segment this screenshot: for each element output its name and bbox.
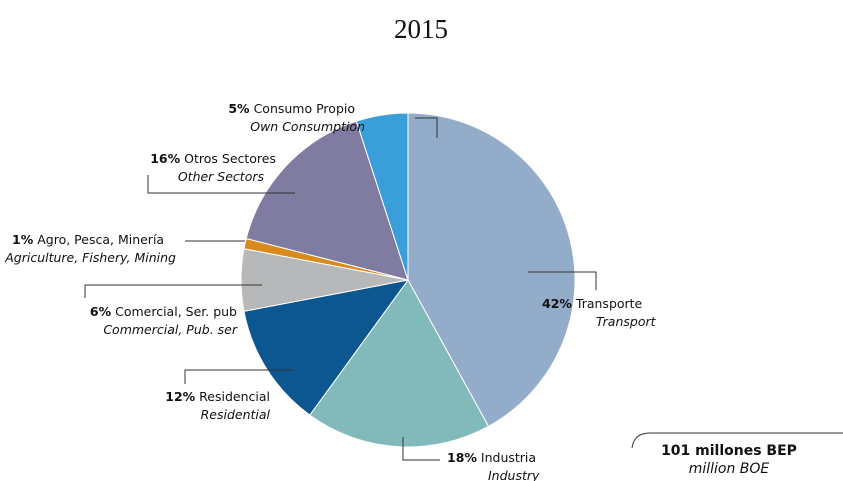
slice-percent: 16% xyxy=(150,151,180,166)
slice-subtitle: Agriculture, Fishery, Mining xyxy=(4,250,176,265)
leader-line xyxy=(184,369,293,384)
slice-percent: 42% xyxy=(542,296,572,311)
slice-label: 12% Residencial xyxy=(165,389,270,404)
annotation-subtitle: million BOE xyxy=(689,461,770,477)
pie-slice xyxy=(355,112,409,281)
leader-line xyxy=(528,271,597,290)
leader-line xyxy=(84,284,262,298)
slice-name: Agro, Pesca, Minería xyxy=(37,232,164,247)
slice-name: Transporte xyxy=(575,296,643,311)
slice-label: 1% Agro, Pesca, Minería xyxy=(12,232,164,247)
slice-label: 16% Otros Sectores xyxy=(150,151,276,166)
slice-percent: 12% xyxy=(165,389,195,404)
slice-name: Consumo Propio xyxy=(254,101,355,116)
chart-title: 2015 xyxy=(394,14,448,44)
leader-line xyxy=(402,437,440,461)
pie-slice xyxy=(407,112,576,428)
pie-slice xyxy=(245,120,409,281)
slice-name: Residencial xyxy=(199,389,270,404)
slice-subtitle: Own Consumption xyxy=(250,119,365,134)
slice-label: 18% Industria xyxy=(447,450,536,465)
slice-label: 5% Consumo Propio xyxy=(228,101,355,116)
pie-slice xyxy=(243,279,410,416)
slice-subtitle: Commercial, Pub. ser xyxy=(103,322,238,337)
slice-subtitle: Residential xyxy=(201,407,271,422)
annotation-frame xyxy=(631,432,843,449)
slice-name: Industria xyxy=(481,450,536,465)
slice-name: Otros Sectores xyxy=(184,151,276,166)
leader-line xyxy=(147,175,295,194)
slice-name: Comercial, Ser. pub xyxy=(115,304,237,319)
pie-slice xyxy=(309,279,490,448)
slice-percent: 5% xyxy=(228,101,250,116)
slice-percent: 6% xyxy=(90,304,112,319)
slice-subtitle: Other Sectors xyxy=(178,169,265,184)
slice-label: 6% Comercial, Ser. pub xyxy=(90,304,237,319)
slice-label: 42% Transporte xyxy=(542,296,643,311)
slice-subtitle: Industry xyxy=(488,468,540,481)
slice-percent: 18% xyxy=(447,450,477,465)
slice-percent: 1% xyxy=(12,232,34,247)
annotation-title: 101 millones BEP xyxy=(661,443,797,459)
leader-line xyxy=(415,117,438,138)
slice-subtitle: Transport xyxy=(596,314,657,329)
